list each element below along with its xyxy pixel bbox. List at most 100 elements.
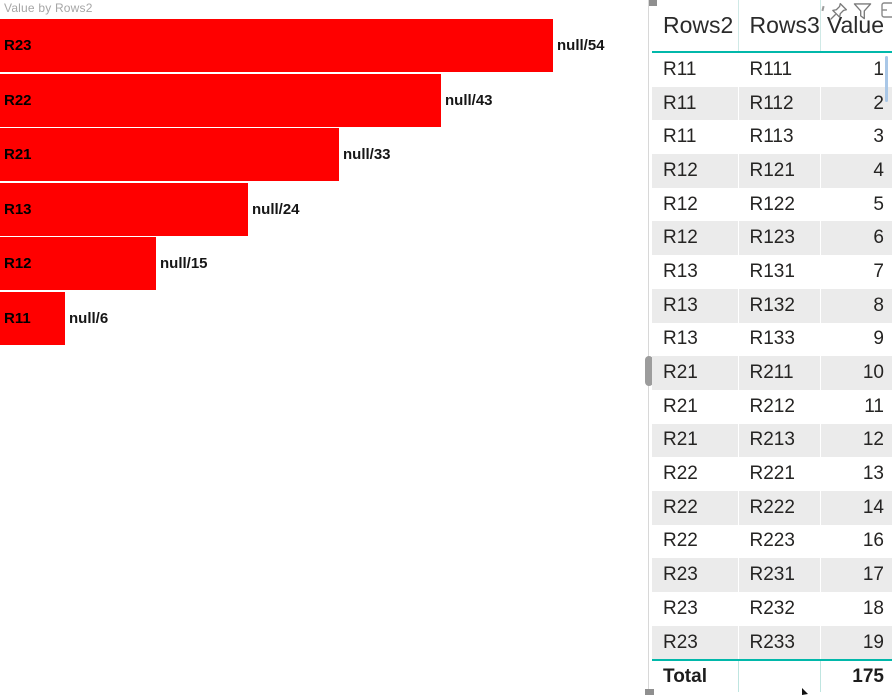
bar-row: R12 null/15	[0, 237, 648, 291]
bar-data-label: null/15	[160, 255, 208, 273]
cell-rows2: R21	[652, 356, 738, 390]
bar-r21[interactable]: R21	[0, 128, 339, 182]
table-row[interactable]: R11 R113 3	[652, 120, 892, 155]
bar-row: R22 null/43	[0, 73, 648, 127]
total-label: Total	[652, 659, 738, 693]
filter-icon[interactable]	[853, 2, 872, 21]
cell-value: 12	[819, 423, 892, 458]
bar-r13[interactable]: R13	[0, 182, 248, 236]
table-row[interactable]: R23 R232 18	[652, 592, 892, 626]
table-row[interactable]: R23 R233 19	[652, 625, 892, 661]
column-header-value[interactable]: Value	[819, 0, 892, 53]
table-row[interactable]: R12 R122 5	[652, 187, 892, 222]
bar-data-label: null/33	[343, 146, 391, 164]
cell-value: 17	[819, 558, 892, 592]
data-table: Rows2 Rows3 Value R11 R111 1 R11 R112 2 R11 R11…	[652, 0, 892, 693]
total-value: 175	[819, 659, 892, 693]
table-row[interactable]: R21 R211 10	[652, 356, 892, 390]
cell-value: 16	[819, 524, 892, 559]
table-total-row: Total 175	[652, 659, 892, 693]
cell-rows2: R22	[663, 463, 698, 485]
cell-rows3: R132	[737, 288, 820, 323]
more-options-icon[interactable]	[881, 2, 892, 18]
cell-rows3: R212	[737, 389, 820, 424]
column-header-rows2[interactable]: Rows2	[652, 0, 738, 53]
cell-rows2: R13	[663, 328, 698, 350]
cell-rows2: R11	[652, 86, 738, 121]
bar-data-label: null/54	[557, 37, 605, 54]
resize-handle-bottom-left[interactable]	[645, 689, 654, 695]
table-row[interactable]: R13 R131 7	[652, 255, 892, 289]
cell-rows3: R213	[737, 423, 820, 458]
cell-rows3: R232	[737, 592, 820, 626]
cell-rows2: R13	[652, 288, 738, 323]
bar-data-label: null/24	[252, 200, 300, 218]
bar-data-label: null/43	[445, 91, 493, 109]
bar-category-label: R21	[4, 146, 32, 164]
mouse-cursor	[802, 688, 808, 695]
cell-value: 19	[819, 625, 892, 661]
bar-plot-area: R23 null/54 R22 null/43 R21 null/33 R13 null/24…	[0, 19, 648, 345]
cell-rows2: R13	[663, 260, 698, 282]
table-row[interactable]: R21 R212 11	[652, 389, 892, 424]
cell-rows2: R21	[663, 395, 698, 417]
table-row[interactable]: R13 R133 9	[652, 322, 892, 357]
table-row[interactable]: R11 R111 1	[652, 52, 892, 87]
table-row[interactable]: R12 R121 4	[652, 154, 892, 188]
bar-r22[interactable]: R22	[0, 73, 441, 127]
column-header-rows3[interactable]: Rows3	[737, 0, 820, 53]
table-row[interactable]: R21 R213 12	[652, 423, 892, 458]
total-empty-cell	[737, 659, 820, 693]
cell-rows2: R22	[652, 490, 738, 525]
cell-value: 14	[819, 490, 892, 525]
cell-value: 4	[819, 154, 892, 188]
cell-rows3: R222	[737, 490, 820, 525]
cell-value: 6	[819, 221, 892, 256]
cell-rows3: R112	[737, 86, 820, 121]
cell-rows2: R22	[663, 530, 698, 552]
bar-r11[interactable]: R11	[0, 292, 65, 345]
table-row[interactable]: R11 R112 2	[652, 86, 892, 121]
bar-category-label: R12	[4, 255, 32, 273]
cell-value: 8	[819, 288, 892, 323]
table-row[interactable]: R22 R223 16	[652, 524, 892, 559]
cell-value: 18	[819, 592, 892, 626]
visual-selection-border	[648, 0, 649, 695]
table-row[interactable]: R12 R123 6	[652, 221, 892, 256]
cell-rows3: R113	[737, 120, 820, 155]
cell-rows3: R211	[737, 356, 820, 390]
table-scrollbar-thumb[interactable]	[885, 56, 888, 102]
table-row[interactable]: R13 R132 8	[652, 288, 892, 323]
cell-value: 7	[819, 255, 892, 289]
cell-value: 1	[819, 52, 892, 87]
bar-data-label: null/6	[69, 310, 109, 327]
table-row[interactable]: R22 R222 14	[652, 490, 892, 525]
cell-rows2: R12	[663, 193, 698, 215]
cell-rows2: R12	[652, 221, 738, 256]
chart-title: Value by Rows2	[4, 1, 93, 15]
cell-rows3: R221	[737, 457, 820, 491]
bar-category-label: R23	[4, 37, 32, 54]
resize-handle-left[interactable]	[645, 356, 653, 386]
bar-r12[interactable]: R12	[0, 237, 156, 291]
cell-rows2: R23	[663, 597, 698, 619]
table-header-row: Rows2 Rows3 Value	[652, 0, 892, 53]
cell-rows3: R122	[737, 187, 820, 222]
cell-value: 10	[819, 356, 892, 390]
bar-category-label: R13	[4, 200, 32, 218]
bar-row: R13 null/24	[0, 182, 648, 236]
cell-rows3: R123	[737, 221, 820, 256]
cell-value: 2	[819, 86, 892, 121]
cell-rows2: R23	[652, 558, 738, 592]
bar-r23[interactable]: R23	[0, 19, 553, 72]
cell-rows3: R111	[737, 52, 820, 87]
bar-category-label: R22	[4, 91, 32, 109]
pin-visual-icon[interactable]	[828, 1, 849, 22]
bar-row: R11 null/6	[0, 292, 648, 345]
cell-rows2: R12	[652, 154, 738, 188]
cell-rows3: R233	[737, 625, 820, 661]
cell-value: 5	[819, 187, 892, 222]
table-row[interactable]: R22 R221 13	[652, 457, 892, 491]
cell-rows3: R131	[737, 255, 820, 289]
table-row[interactable]: R23 R231 17	[652, 558, 892, 592]
